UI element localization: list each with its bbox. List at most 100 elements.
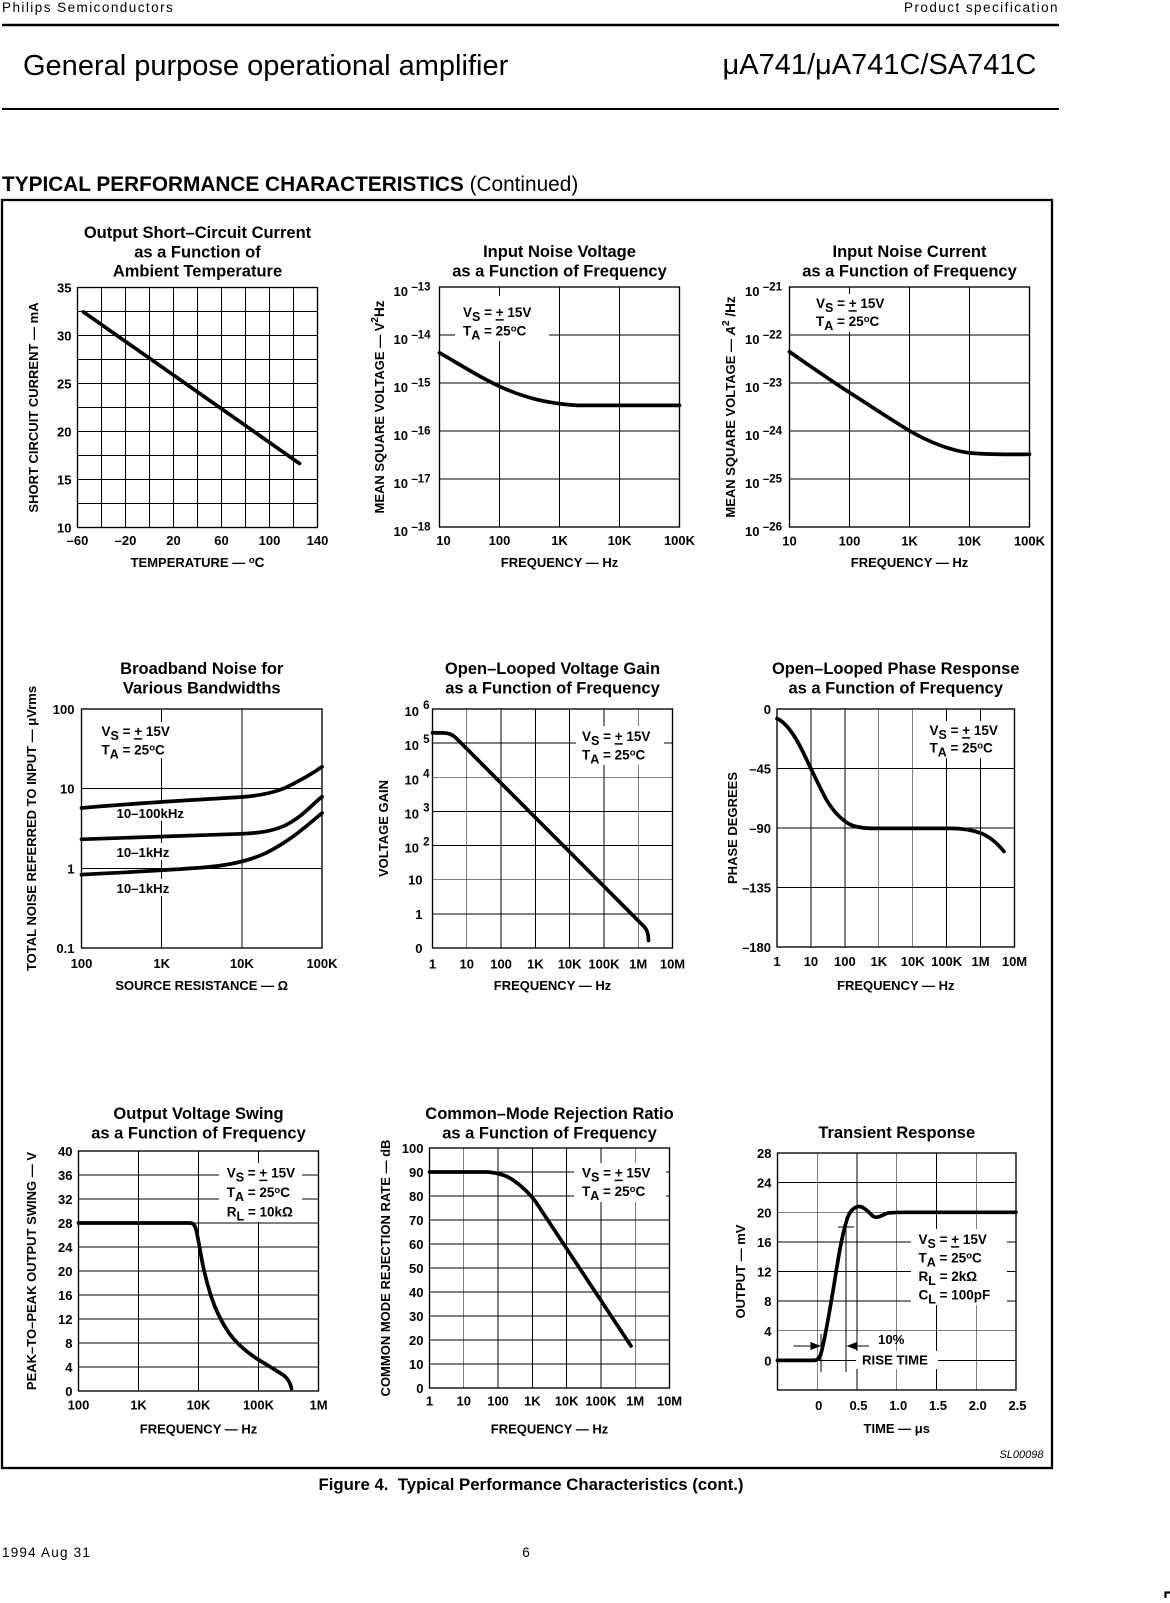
svg-text:1K: 1K — [153, 956, 170, 971]
svg-text:1K: 1K — [901, 534, 918, 549]
svg-text:10M: 10M — [1002, 954, 1027, 969]
svg-text:10: 10 — [745, 476, 759, 491]
svg-text:100: 100 — [259, 533, 281, 548]
svg-text:10M: 10M — [660, 957, 685, 972]
svg-text:as a Function of: as a Function of — [134, 243, 261, 261]
svg-text:12: 12 — [757, 1265, 771, 1280]
svg-text:–60: –60 — [67, 533, 89, 548]
svg-text:10K: 10K — [187, 1398, 211, 1413]
svg-text:15: 15 — [57, 473, 71, 488]
svg-text:Broadband Noise for: Broadband Noise for — [120, 660, 284, 678]
svg-text:10: 10 — [409, 1357, 423, 1372]
svg-text:100K: 100K — [243, 1398, 275, 1413]
svg-text:–24: –24 — [763, 426, 783, 438]
svg-text:100: 100 — [68, 1398, 90, 1413]
svg-text:μA741/μA741C/SA741C: μA741/μA741C/SA741C — [723, 49, 1037, 81]
svg-text:24: 24 — [58, 1240, 73, 1255]
svg-text:1: 1 — [429, 957, 436, 972]
svg-text:as a Function of Frequency: as a Function of Frequency — [91, 1124, 306, 1142]
svg-text:100: 100 — [839, 534, 861, 549]
svg-text:Transient Response: Transient Response — [818, 1124, 975, 1142]
svg-text:1: 1 — [426, 1394, 433, 1409]
svg-text:10: 10 — [60, 782, 74, 797]
svg-text:10: 10 — [394, 284, 408, 299]
svg-text:1.0: 1.0 — [889, 1398, 907, 1413]
svg-text:0: 0 — [815, 1398, 822, 1413]
svg-text:10: 10 — [394, 428, 408, 443]
svg-text:Open–Looped Voltage Gain: Open–Looped Voltage Gain — [445, 660, 660, 678]
svg-text:140: 140 — [307, 533, 329, 548]
svg-text:0: 0 — [764, 702, 771, 717]
svg-text:10: 10 — [405, 772, 419, 787]
svg-text:10K: 10K — [230, 956, 254, 971]
svg-text:28: 28 — [58, 1216, 72, 1231]
svg-text:20: 20 — [409, 1333, 423, 1348]
svg-text:Output Short–Circuit Current: Output Short–Circuit Current — [84, 224, 312, 242]
svg-text:1K: 1K — [130, 1398, 147, 1413]
svg-text:COMMON MODE REJECTION RATE — d: COMMON MODE REJECTION RATE — dB — [378, 1140, 393, 1397]
svg-text:–14: –14 — [411, 330, 431, 342]
svg-text:2: 2 — [423, 837, 429, 849]
svg-text:100: 100 — [490, 957, 512, 972]
svg-text:MEAN SQUARE VOLTAGE — V2Hz: MEAN SQUARE VOLTAGE — V2Hz — [370, 300, 387, 513]
svg-text:as a Function of Frequency: as a Function of Frequency — [802, 262, 1017, 280]
svg-text:28: 28 — [757, 1146, 771, 1161]
svg-text:1K: 1K — [870, 954, 887, 969]
svg-text:TEMPERATURE — oC: TEMPERATURE — oC — [131, 555, 265, 570]
svg-text:60: 60 — [409, 1237, 423, 1252]
svg-text:10–100kHz: 10–100kHz — [117, 806, 185, 821]
svg-text:10–1kHz: 10–1kHz — [117, 845, 170, 860]
svg-text:1M: 1M — [972, 954, 990, 969]
svg-text:TIME — μs: TIME — μs — [864, 1421, 930, 1436]
svg-text:10: 10 — [436, 533, 450, 548]
svg-text:–180: –180 — [742, 940, 771, 955]
svg-text:10M: 10M — [657, 1394, 682, 1409]
svg-text:FREQUENCY — Hz: FREQUENCY — Hz — [837, 978, 955, 993]
svg-text:–18: –18 — [411, 522, 431, 534]
svg-text:100: 100 — [71, 956, 93, 971]
svg-text:5: 5 — [423, 734, 430, 746]
svg-text:SOURCE RESISTANCE — Ω: SOURCE RESISTANCE — Ω — [115, 978, 288, 993]
svg-text:1K: 1K — [527, 957, 544, 972]
svg-text:100K: 100K — [585, 1394, 617, 1409]
svg-text:12: 12 — [58, 1312, 72, 1327]
svg-text:8: 8 — [764, 1294, 771, 1309]
svg-text:FREQUENCY — Hz: FREQUENCY — Hz — [851, 555, 969, 570]
svg-text:10: 10 — [745, 428, 759, 443]
svg-text:4: 4 — [764, 1324, 772, 1339]
svg-text:100K: 100K — [306, 956, 338, 971]
svg-text:32: 32 — [58, 1192, 72, 1207]
svg-text:–20: –20 — [115, 533, 137, 548]
svg-text:8: 8 — [65, 1336, 72, 1351]
svg-text:10: 10 — [405, 704, 419, 719]
svg-text:FREQUENCY — Hz: FREQUENCY — Hz — [491, 1422, 609, 1437]
svg-text:30: 30 — [57, 329, 71, 344]
svg-text:PHASE DEGREES: PHASE DEGREES — [725, 772, 740, 884]
svg-text:–26: –26 — [763, 522, 782, 534]
svg-text:1: 1 — [773, 954, 780, 969]
svg-text:as a Function of Frequency: as a Function of Frequency — [452, 262, 667, 280]
svg-text:100K: 100K — [1014, 534, 1046, 549]
svg-text:Figure 4. Typical Performance: Figure 4. Typical Performance Characteri… — [319, 1475, 744, 1494]
svg-text:10: 10 — [782, 534, 796, 549]
svg-text:Common–Mode Rejection Ratio: Common–Mode Rejection Ratio — [425, 1105, 673, 1123]
svg-text:MEAN SQUARE VOLTAGE — A2 /Hz: MEAN SQUARE VOLTAGE — A2 /Hz — [721, 296, 738, 517]
svg-text:16: 16 — [58, 1288, 72, 1303]
svg-text:20: 20 — [757, 1205, 771, 1220]
svg-text:FREQUENCY — Hz: FREQUENCY — Hz — [501, 555, 619, 570]
svg-text:100: 100 — [53, 702, 75, 717]
svg-text:RISE TIME: RISE TIME — [862, 1353, 928, 1368]
svg-text:–16: –16 — [411, 426, 430, 438]
svg-text:as a Function of Frequency: as a Function of Frequency — [788, 679, 1003, 697]
svg-text:16: 16 — [757, 1235, 771, 1250]
svg-text:TYPICAL PERFORMANCE CHARACTERI: TYPICAL PERFORMANCE CHARACTERISTICS (Con… — [2, 173, 578, 196]
svg-text:30: 30 — [409, 1309, 423, 1324]
svg-text:1K: 1K — [524, 1394, 541, 1409]
svg-text:Input Noise Voltage: Input Noise Voltage — [483, 243, 636, 261]
svg-text:4: 4 — [65, 1360, 73, 1375]
svg-text:90: 90 — [409, 1165, 423, 1180]
svg-text:10: 10 — [408, 873, 422, 888]
svg-text:100K: 100K — [588, 957, 620, 972]
svg-text:PEAK–TO–PEAK OUTPUT SWING — V: PEAK–TO–PEAK OUTPUT SWING — V — [24, 1152, 39, 1390]
svg-text:100K: 100K — [664, 533, 696, 548]
